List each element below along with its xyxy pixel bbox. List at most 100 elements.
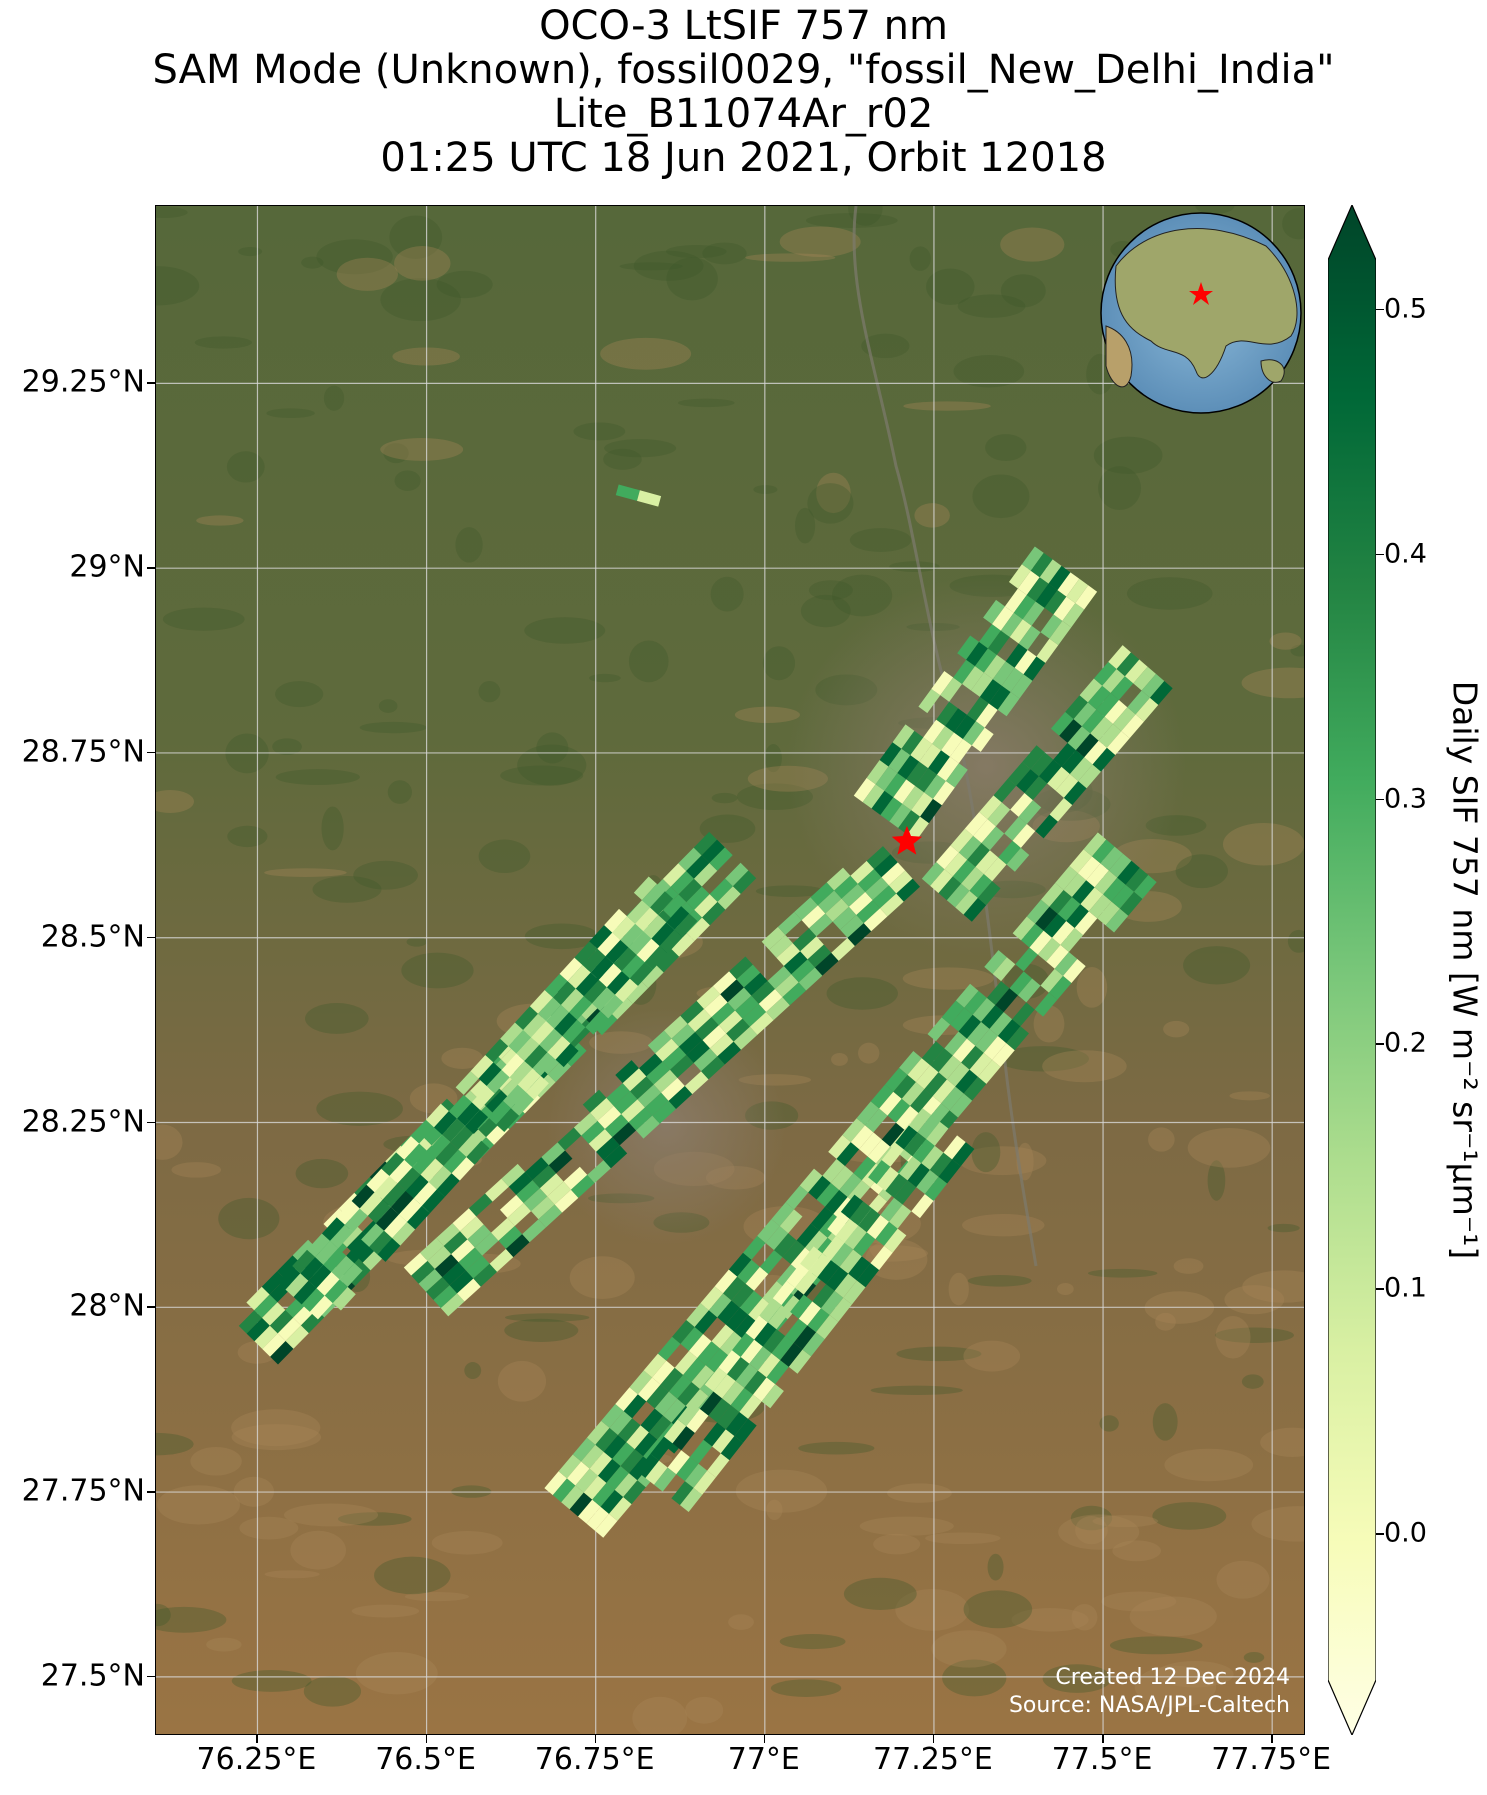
sif-footprint bbox=[921, 1145, 944, 1170]
basemap-patch bbox=[1282, 208, 1304, 240]
sif-footprint bbox=[997, 692, 1020, 717]
basemap-patch bbox=[156, 1606, 227, 1633]
sif-footprint bbox=[582, 948, 606, 973]
sif-footprint bbox=[531, 1196, 555, 1220]
sif-footprint bbox=[874, 854, 898, 878]
sif-footprint bbox=[676, 1457, 699, 1482]
sif-footprint bbox=[759, 1250, 783, 1274]
sif-footprint bbox=[524, 1044, 548, 1069]
sif-footprint bbox=[840, 914, 864, 938]
sif-footprint bbox=[1038, 759, 1062, 784]
sif-footprint bbox=[374, 1176, 398, 1200]
basemap-patch bbox=[728, 1614, 754, 1630]
sif-footprint bbox=[489, 1248, 514, 1272]
sif-footprint bbox=[561, 1485, 584, 1510]
basemap-patch bbox=[1109, 1636, 1203, 1655]
basemap-patch bbox=[755, 885, 825, 898]
sif-footprint bbox=[613, 947, 637, 972]
sif-footprint bbox=[993, 778, 1017, 803]
sif-footprint bbox=[1096, 692, 1119, 717]
sif-footprint bbox=[501, 1163, 526, 1187]
sif-footprint bbox=[1012, 1002, 1035, 1027]
sif-footprint bbox=[1057, 572, 1080, 597]
basemap-patch bbox=[231, 1670, 312, 1692]
sif-footprint bbox=[941, 732, 963, 757]
sif-footprint bbox=[648, 1415, 672, 1440]
sif-footprint bbox=[1080, 887, 1104, 912]
basemap-patch bbox=[953, 355, 1025, 388]
globe-landmass-islands bbox=[1260, 359, 1285, 383]
sif-footprint bbox=[1018, 800, 1042, 825]
map-panel[interactable]: Created 12 Dec 2024 Source: NASA/JPL-Cal… bbox=[155, 205, 1305, 1735]
sif-footprint bbox=[285, 1325, 309, 1349]
basemap-patch bbox=[353, 860, 418, 890]
sif-footprint bbox=[1092, 839, 1115, 864]
sif-footprint bbox=[921, 862, 945, 886]
sif-footprint bbox=[782, 982, 807, 1006]
basemap-patch bbox=[338, 1512, 412, 1526]
sif-footprint bbox=[558, 1454, 582, 1479]
basemap-patch bbox=[156, 206, 188, 219]
basemap-patch bbox=[972, 474, 1030, 519]
sif-footprint bbox=[382, 1183, 406, 1208]
basemap-vegetation bbox=[156, 206, 1304, 1734]
sif-footprint bbox=[377, 1238, 401, 1262]
sif-footprint bbox=[590, 1097, 614, 1121]
basemap-patch bbox=[380, 438, 464, 461]
sif-footprint bbox=[443, 1149, 467, 1174]
sif-footprint bbox=[826, 867, 851, 891]
basemap-patch bbox=[1152, 1403, 1178, 1441]
sif-footprint bbox=[389, 1159, 413, 1184]
sif-footprint bbox=[1007, 761, 1031, 786]
sif-footprint bbox=[1044, 590, 1067, 615]
sif-footprint bbox=[301, 1288, 325, 1312]
sif-footprint bbox=[777, 912, 802, 935]
sif-footprint bbox=[1066, 578, 1089, 604]
sif-footprint bbox=[671, 1481, 694, 1506]
sif-footprint bbox=[594, 1011, 618, 1036]
basemap-patch bbox=[1215, 1315, 1251, 1359]
sif-footprint bbox=[547, 1181, 571, 1205]
colorbar-tick-mark bbox=[1376, 553, 1384, 556]
sif-swaths bbox=[238, 484, 1173, 1538]
sif-footprint bbox=[645, 1460, 668, 1485]
sif-footprint bbox=[898, 1156, 922, 1181]
sif-footprint bbox=[452, 1208, 477, 1232]
sif-footprint bbox=[1090, 716, 1113, 741]
basemap-patch bbox=[959, 1146, 1047, 1176]
sif-footprint bbox=[1018, 625, 1041, 650]
sif-footprint bbox=[953, 659, 976, 684]
sif-footprint bbox=[1026, 577, 1049, 602]
basemap-patch bbox=[1155, 1312, 1176, 1331]
basemap-patch bbox=[942, 1659, 1007, 1697]
basemap-patch bbox=[156, 1432, 194, 1456]
sif-footprint bbox=[879, 1091, 902, 1116]
basemap-patch bbox=[238, 246, 263, 257]
sif-footprint bbox=[966, 696, 989, 722]
basemap-patch bbox=[1155, 1661, 1234, 1688]
map-canvas[interactable] bbox=[156, 206, 1305, 1735]
sif-footprint bbox=[323, 1248, 347, 1273]
sif-footprint bbox=[785, 1185, 809, 1210]
sif-footprint bbox=[977, 881, 1001, 906]
sif-footprint bbox=[749, 1346, 772, 1371]
sif-footprint bbox=[995, 988, 1018, 1013]
sif-footprint bbox=[381, 1152, 405, 1177]
sif-footprint bbox=[1043, 913, 1067, 938]
sif-footprint bbox=[449, 1270, 474, 1294]
sif-footprint bbox=[671, 1023, 696, 1047]
sif-footprint bbox=[600, 994, 624, 1019]
basemap-patch bbox=[1058, 1514, 1140, 1550]
basemap-patch bbox=[231, 1409, 321, 1447]
sif-footprint bbox=[1057, 897, 1081, 921]
sif-footprint bbox=[570, 1174, 595, 1198]
longitude-tick-label: 76.5°E bbox=[375, 1742, 476, 1777]
sif-footprint bbox=[621, 954, 645, 979]
basemap-patch bbox=[290, 1530, 346, 1570]
longitude-tick-label: 76.75°E bbox=[534, 1742, 655, 1777]
sif-footprint bbox=[979, 624, 1001, 649]
sif-footprint bbox=[457, 1278, 481, 1302]
sif-footprint bbox=[896, 878, 920, 902]
basemap-patch bbox=[895, 1589, 970, 1631]
basemap-patch bbox=[1101, 1591, 1177, 1612]
